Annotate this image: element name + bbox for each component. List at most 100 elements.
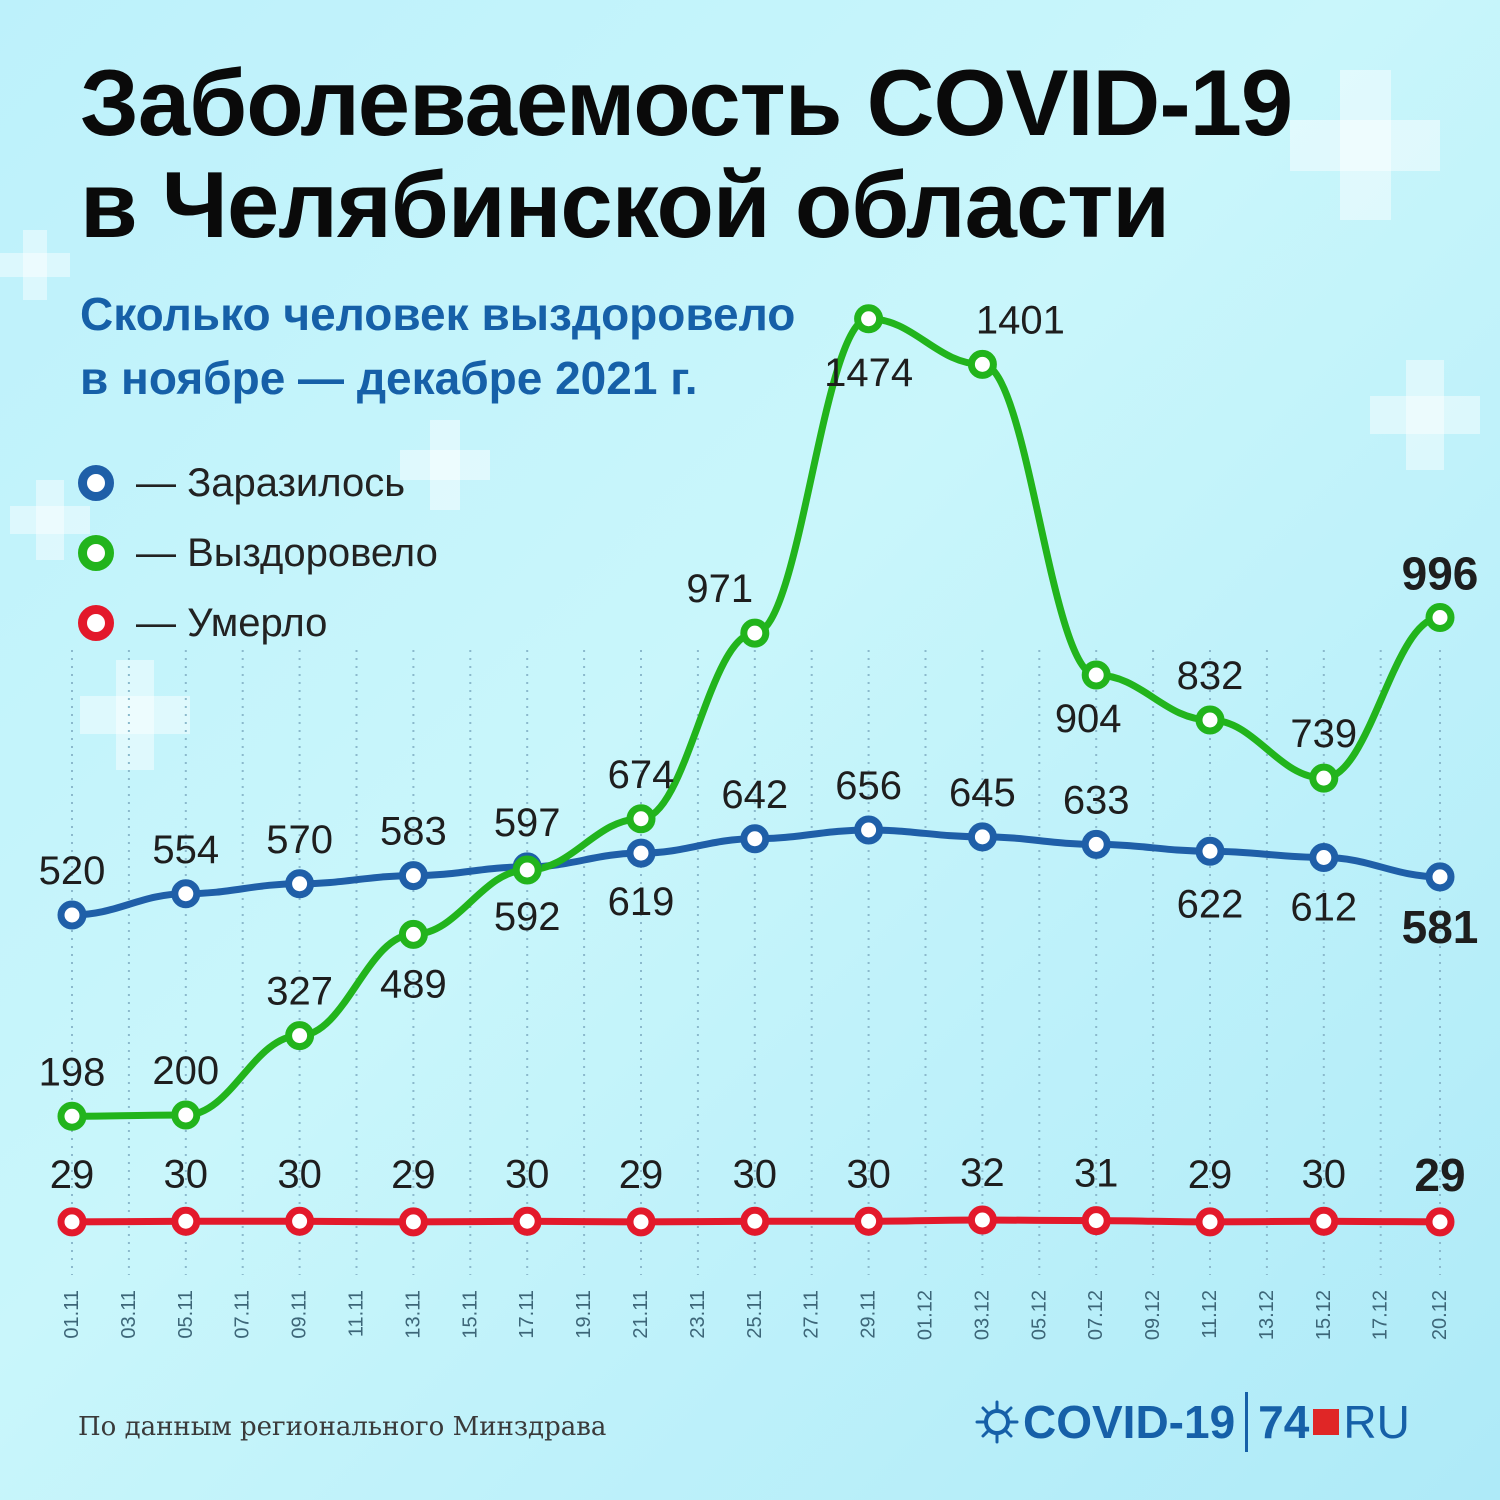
data-point	[512, 1206, 542, 1236]
data-label: 581	[1402, 901, 1479, 953]
data-point	[285, 1021, 315, 1051]
data-point	[57, 1207, 87, 1237]
x-tick-label: 03.12	[971, 1290, 993, 1340]
x-tick-label: 25.11	[744, 1290, 766, 1339]
x-tick-label: 11.11	[346, 1290, 368, 1337]
data-point	[1309, 843, 1339, 872]
x-tick-label: 17.11	[516, 1290, 538, 1339]
background-cross-decoration	[0, 230, 70, 300]
data-label: 570	[266, 818, 333, 862]
data-label: 29	[391, 1153, 436, 1197]
data-label: 612	[1290, 886, 1357, 930]
data-point	[967, 349, 997, 379]
data-point	[967, 1205, 997, 1235]
x-tick-label: 09.12	[1142, 1290, 1164, 1340]
data-label: 30	[277, 1152, 322, 1196]
data-point	[1425, 603, 1455, 632]
data-label: 31	[1074, 1152, 1119, 1196]
data-point	[740, 618, 770, 648]
data-label: 739	[1290, 712, 1357, 756]
logo-separator	[1245, 1392, 1249, 1452]
x-tick-label: 13.12	[1256, 1290, 1278, 1340]
data-point	[171, 879, 201, 909]
legend-label-recovered: — Выздоровело	[136, 530, 438, 575]
logo-red-square	[1313, 1409, 1340, 1435]
brand-logo: COVID-19 74 RU	[975, 1392, 1410, 1452]
data-point	[1081, 829, 1111, 859]
data-point	[1309, 1206, 1339, 1236]
data-point	[57, 900, 87, 930]
data-label: 327	[266, 970, 333, 1014]
x-gridlines	[71, 650, 1441, 1275]
legend-item-died: — Умерло	[78, 588, 438, 658]
x-tick-label: 23.11	[687, 1290, 709, 1339]
data-point	[398, 919, 428, 949]
background-cross-decoration	[1370, 360, 1480, 470]
data-label: 29	[1414, 1149, 1465, 1201]
page-title: Заболеваемость COVID-19 в Челябинской об…	[80, 50, 1293, 257]
data-point	[1195, 1207, 1225, 1237]
logo-74-text: 74	[1258, 1396, 1310, 1448]
x-tick-label: 29.11	[858, 1290, 880, 1339]
x-tick-label: 05.12	[1028, 1290, 1050, 1340]
x-tick-label: 15.11	[459, 1290, 481, 1339]
x-tick-label: 27.11	[801, 1290, 823, 1339]
data-label: 29	[50, 1153, 95, 1197]
data-point	[740, 1206, 770, 1236]
data-point	[1081, 1206, 1111, 1236]
data-label: 198	[39, 1050, 106, 1094]
data-label: 583	[380, 810, 447, 854]
data-point	[1195, 705, 1225, 735]
data-point	[1425, 1207, 1455, 1237]
x-tick-label: 21.11	[630, 1290, 652, 1339]
background-cross-decoration	[1290, 70, 1440, 220]
data-label: 29	[619, 1153, 664, 1197]
data-point	[398, 861, 428, 891]
data-label: 30	[1302, 1152, 1347, 1196]
data-label: 520	[39, 849, 106, 893]
data-point	[626, 838, 656, 868]
data-label: 832	[1177, 654, 1244, 698]
legend-marker-infected	[78, 465, 114, 501]
data-point	[1425, 862, 1455, 892]
legend-label-infected: — Заразилось	[136, 460, 406, 505]
legend-marker-died	[78, 605, 114, 641]
data-point	[740, 824, 770, 854]
x-tick-label: 01.12	[915, 1290, 937, 1340]
background-cross-decoration	[10, 480, 90, 560]
x-tick-label: 13.11	[402, 1290, 424, 1339]
background-cross-decoration	[80, 660, 190, 770]
data-label: 489	[380, 962, 447, 1006]
logo-ru-text: RU	[1343, 1396, 1410, 1448]
data-label: 642	[721, 773, 788, 817]
data-label: 200	[152, 1049, 219, 1093]
data-point	[1309, 763, 1339, 793]
data-label: 619	[608, 880, 675, 924]
background-cross-decoration	[400, 420, 490, 510]
data-label: 645	[949, 771, 1016, 815]
x-tick-label: 09.11	[289, 1290, 311, 1339]
title-line-1: Заболеваемость COVID-19	[80, 50, 1293, 155]
legend-label-died: — Умерло	[136, 600, 328, 645]
data-label: 30	[733, 1152, 778, 1196]
x-tick-label: 01.11	[61, 1290, 83, 1339]
x-tick-label: 03.11	[118, 1290, 140, 1339]
data-label: 996	[1402, 548, 1479, 600]
chart-legend: — Заразилось — Выздоровело — Умерло	[78, 448, 438, 658]
data-label: 1401	[976, 298, 1065, 342]
title-line-2: в Челябинской области	[80, 152, 1170, 257]
data-point	[1195, 836, 1225, 866]
data-point	[171, 1100, 201, 1130]
series-points-recovered: 198 200 327 489 592 674 971 1474 1401 904 832 739 99…	[39, 298, 1479, 1131]
chart-subtitle: Сколько человек выздоровело в ноябре — д…	[80, 282, 795, 410]
data-point	[967, 822, 997, 852]
data-label: 30	[846, 1152, 891, 1196]
x-tick-label: 07.12	[1085, 1290, 1107, 1340]
subtitle-line-2: в ноябре — декабре 2021 г.	[80, 352, 698, 404]
legend-marker-recovered	[78, 535, 114, 571]
x-tick-label: 17.12	[1370, 1290, 1392, 1340]
data-label: 904	[1055, 697, 1122, 741]
data-point	[285, 869, 315, 899]
virus-icon	[975, 1400, 1019, 1444]
